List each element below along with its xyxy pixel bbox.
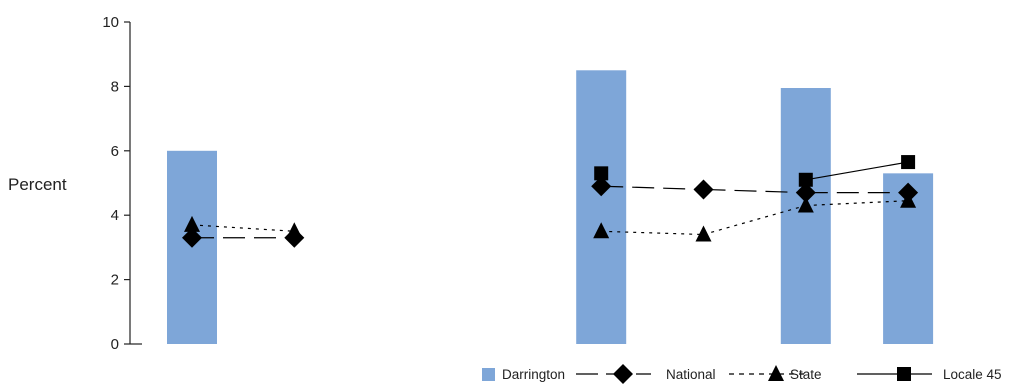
- diamond-marker: [591, 176, 612, 197]
- bar: [576, 70, 627, 345]
- y-tick-label: 8: [111, 78, 119, 95]
- series-locale-45: [594, 155, 916, 187]
- series-segment: [703, 204, 806, 236]
- y-axis: 0 2 4 6 8 10: [102, 14, 142, 353]
- legend-label: Locale 45: [943, 367, 1002, 382]
- series-segment: [191, 224, 295, 232]
- triangle-marker: [286, 222, 303, 239]
- y-axis-label: Percent: [8, 175, 67, 194]
- y-tick-label: 2: [111, 272, 119, 289]
- legend-label: State: [790, 367, 822, 382]
- triangle-marker: [797, 196, 814, 213]
- series-segment: [805, 200, 909, 207]
- line-series: [182, 155, 919, 248]
- y-tick-label: 10: [102, 14, 119, 31]
- square-marker: [901, 155, 916, 170]
- y-tick-label: 4: [111, 207, 119, 224]
- triangle-marker: [184, 215, 200, 232]
- diamond-marker: [795, 182, 816, 203]
- square-marker: [594, 166, 609, 181]
- legend-swatch: [482, 368, 495, 381]
- series-segment: [703, 188, 806, 194]
- legend-triangle-marker: [768, 365, 784, 381]
- y-tick-label: 6: [111, 143, 119, 160]
- legend-label: Darrington: [502, 367, 565, 382]
- legend-diamond-marker: [613, 364, 633, 384]
- y-tick-label: 0: [111, 336, 119, 353]
- bar: [780, 88, 831, 344]
- triangle-marker: [695, 225, 712, 242]
- diamond-marker: [693, 179, 714, 200]
- triangle-marker: [900, 191, 917, 208]
- square-marker: [798, 172, 813, 187]
- series-segment: [601, 230, 704, 236]
- series-segment: [601, 185, 704, 191]
- legend: Darrington National State Locale 45: [482, 364, 1002, 384]
- bars: [167, 70, 934, 345]
- legend-square-marker: [897, 367, 911, 381]
- legend-label: National: [666, 367, 716, 382]
- diamond-marker: [182, 227, 202, 248]
- triangle-marker: [593, 222, 610, 239]
- series-state: [184, 191, 917, 242]
- series-segment: [805, 161, 909, 181]
